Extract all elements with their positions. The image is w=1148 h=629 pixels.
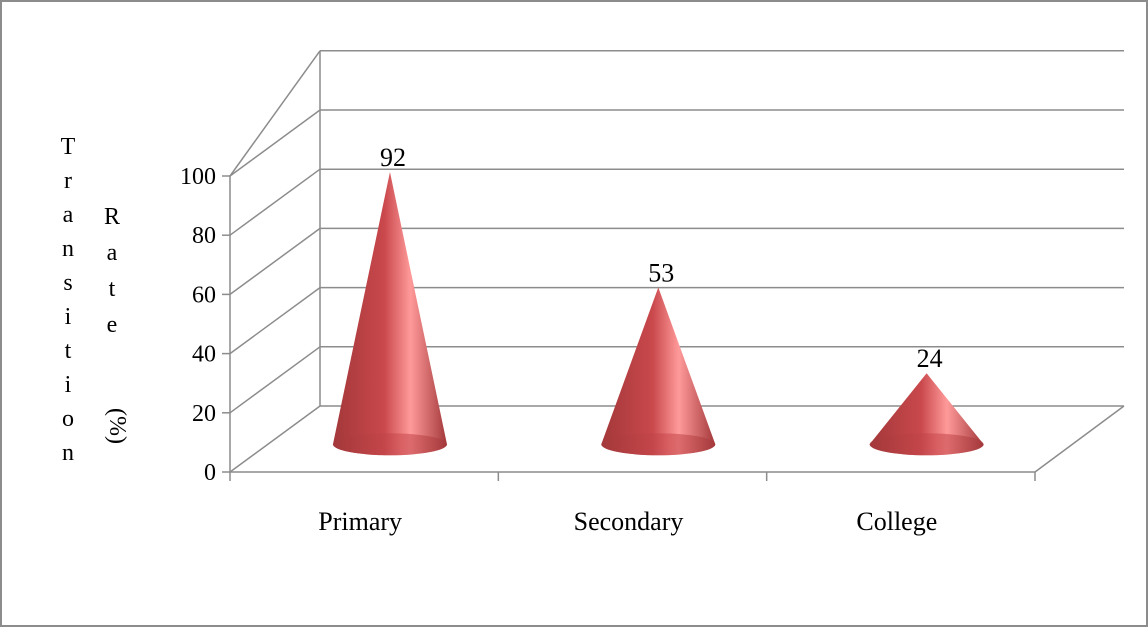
y-axis-label-char: o [62, 406, 74, 432]
y-axis-label-char: n [62, 440, 74, 466]
cone-base [869, 433, 984, 456]
y-axis-label-char: R [104, 204, 120, 230]
data-label: 92 [380, 143, 406, 172]
y-axis-label-char: s [63, 270, 72, 296]
y-tick-label: 60 [192, 282, 216, 308]
cone-body [332, 171, 447, 456]
y-axis-label-char: i [65, 304, 72, 330]
y-tick-label: 20 [192, 401, 216, 427]
gridline-side [229, 346, 321, 414]
y-axis-label-char: n [62, 236, 74, 262]
y-axis-label-char: i [65, 372, 72, 398]
axes [222, 175, 1125, 481]
cones [332, 171, 984, 456]
cone-primary [332, 171, 447, 456]
y-axis-label-char: e [107, 312, 118, 338]
gridline-side [229, 227, 321, 296]
data-label: 24 [917, 344, 943, 373]
cone-secondary [601, 287, 716, 456]
category-label: College [856, 507, 937, 536]
y-tick-label: 80 [192, 223, 216, 249]
y-axis-label-char: a [63, 202, 74, 228]
wall-top-side [229, 50, 321, 177]
floor-left-edge [229, 405, 321, 473]
y-axis-label-char: t [65, 338, 72, 364]
gridline-side [229, 109, 321, 177]
labels: 0 20 40 60 80 100 92 Primary 53 Secondary 24 Colleg… [61, 134, 943, 536]
y-tick-label: 100 [180, 164, 216, 190]
y-tick-label: 40 [192, 342, 216, 368]
data-label: 53 [648, 258, 674, 287]
cone-base [332, 433, 447, 456]
gridlines [229, 50, 1124, 414]
y-axis-label-char: t [109, 276, 116, 302]
cone-college [869, 373, 984, 456]
category-label: Primary [318, 507, 402, 536]
y-axis-label-char: T [61, 134, 76, 160]
gridline-side [229, 286, 321, 355]
cone-body [601, 287, 716, 456]
y-axis-label-char: r [64, 168, 72, 194]
floor-right-edge [1034, 405, 1125, 473]
y-axis-label-unit: (%) [104, 408, 130, 444]
gridline-side [229, 168, 321, 236]
category-label: Secondary [574, 507, 684, 536]
cone-base [601, 433, 716, 456]
y-tick-label: 0 [204, 460, 216, 486]
y-axis-label-char: a [107, 240, 118, 266]
